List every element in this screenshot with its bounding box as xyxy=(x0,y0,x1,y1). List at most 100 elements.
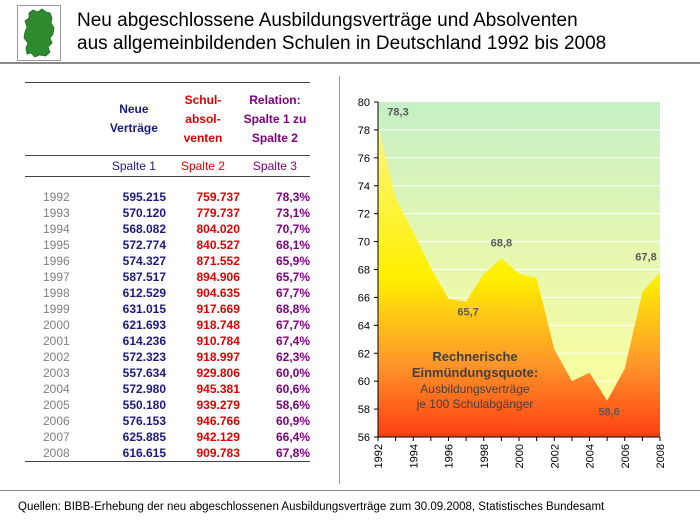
cell-relation: 62,3% xyxy=(275,350,310,364)
note-title-line: Rechnerische xyxy=(432,349,517,364)
cell-schulabsolventen: 918.748 xyxy=(196,318,240,332)
cell-year: 1999 xyxy=(43,302,70,316)
cell-relation: 67,7% xyxy=(275,286,310,300)
y-tick-label: 62 xyxy=(358,348,370,360)
cell-year: 1992 xyxy=(43,190,70,204)
y-tick-label: 66 xyxy=(358,292,370,304)
table-row: 2001 614.236 910.784 67,4% xyxy=(25,333,310,349)
cell-relation: 67,4% xyxy=(275,334,310,348)
note-title-line: Einmündungsquote: xyxy=(412,365,538,380)
cell-neue-vertraege: 574.327 xyxy=(122,254,167,268)
cell-neue-vertraege: 572.980 xyxy=(122,382,167,396)
cell-relation: 67,7% xyxy=(275,318,310,332)
bottom-divider xyxy=(0,490,700,491)
x-tick-label: 2002 xyxy=(549,444,561,468)
cell-year: 2002 xyxy=(43,350,70,364)
cell-schulabsolventen: 946.766 xyxy=(196,414,240,428)
cell-relation: 70,7% xyxy=(275,222,310,236)
cell-schulabsolventen: 910.784 xyxy=(196,334,240,348)
table-row: 1994 568.082 804.020 70,7% xyxy=(25,221,310,237)
x-tick-label: 1992 xyxy=(373,444,385,468)
data-label: 65,7 xyxy=(457,307,478,319)
cell-neue-vertraege: 595.215 xyxy=(122,190,167,204)
cell-year: 2000 xyxy=(43,318,70,332)
table-row: 2003 557.634 929.806 60,0% xyxy=(25,365,310,381)
cell-year: 2004 xyxy=(43,382,70,396)
table-spacer xyxy=(25,177,310,190)
y-tick-label: 58 xyxy=(358,404,370,416)
x-tick-label: 2008 xyxy=(655,444,667,468)
note-text-line: je 100 Schulabgänger xyxy=(416,397,534,411)
cell-year: 1996 xyxy=(43,254,70,268)
table-row: 1995 572.774 840.527 68,1% xyxy=(25,237,310,253)
cell-relation: 78,3% xyxy=(275,190,310,204)
cell-relation: 68,1% xyxy=(275,238,310,252)
cell-schulabsolventen: 945.381 xyxy=(196,382,240,396)
vertical-divider xyxy=(339,76,340,484)
title-line-1: Neu abgeschlossene Ausbildungsverträge u… xyxy=(77,10,578,31)
table-row: 1996 574.327 871.552 65,9% xyxy=(25,253,310,269)
x-tick-label: 2006 xyxy=(620,444,632,468)
cell-neue-vertraege: 572.323 xyxy=(122,350,167,364)
cell-relation: 73,1% xyxy=(275,206,310,220)
table-row: 1998 612.529 904.635 67,7% xyxy=(25,285,310,301)
table-row: 1999 631.015 917.669 68,8% xyxy=(25,301,310,317)
cell-schulabsolventen: 917.669 xyxy=(196,302,240,316)
cell-schulabsolventen: 909.783 xyxy=(166,445,240,462)
source-footer: Quellen: BIBB-Erhebung der neu abgeschlo… xyxy=(18,501,605,513)
cell-neue-vertraege: 612.529 xyxy=(122,286,167,300)
x-tick-label: 1996 xyxy=(444,444,456,468)
cell-relation: 66,4% xyxy=(275,430,310,444)
table-row: 1997 587.517 894.906 65,7% xyxy=(25,269,310,285)
table-row: 1993 570.120 779.737 73,1% xyxy=(25,205,310,221)
cell-year: 2006 xyxy=(43,414,70,428)
table-row: 2002 572.323 918.997 62,3% xyxy=(25,349,310,365)
subheader-spalte-2: Spalte 2 xyxy=(166,155,240,177)
data-label: 58,6 xyxy=(598,407,619,419)
cell-schulabsolventen: 759.737 xyxy=(196,190,240,204)
cell-schulabsolventen: 918.997 xyxy=(196,350,240,364)
page-title: Neu abgeschlossene Ausbildungsverträge u… xyxy=(77,9,692,55)
cell-schulabsolventen: 871.552 xyxy=(196,254,240,268)
cell-relation: 60,6% xyxy=(275,382,310,396)
table-row: 1992 595.215 759.737 78,3% xyxy=(25,189,310,205)
cell-schulabsolventen: 904.635 xyxy=(196,286,240,300)
header-line: venten xyxy=(183,130,223,145)
table-row: 2008 616.615 909.783 67,8% xyxy=(25,445,310,462)
cell-year: 1998 xyxy=(43,286,70,300)
cell-year: 1997 xyxy=(43,270,70,284)
x-tick-label: 2000 xyxy=(514,444,526,468)
table-row: 2000 621.693 918.748 67,7% xyxy=(25,317,310,333)
cell-schulabsolventen: 942.129 xyxy=(196,430,240,444)
table-row: 2004 572.980 945.381 60,6% xyxy=(25,381,310,397)
cell-schulabsolventen: 929.806 xyxy=(196,366,240,380)
data-label: 67,8 xyxy=(635,251,656,263)
header-line: Verträge xyxy=(109,121,158,135)
y-tick-label: 64 xyxy=(358,320,370,332)
y-tick-label: 56 xyxy=(358,432,370,444)
top-divider xyxy=(0,62,700,64)
table-header-row: Neue Verträge Schul- absol- venten Relat… xyxy=(25,82,310,156)
cell-year: 2003 xyxy=(43,366,70,380)
y-tick-label: 70 xyxy=(358,237,370,249)
table-body: 1992 595.215 759.737 78,3% 1993 570.120 779.73… xyxy=(25,189,310,462)
cell-year: 1994 xyxy=(43,222,70,236)
cell-neue-vertraege: 616.615 xyxy=(101,445,167,462)
cell-relation: 67,8% xyxy=(239,445,310,462)
cell-neue-vertraege: 550.180 xyxy=(122,398,167,412)
cell-relation: 65,9% xyxy=(275,254,310,268)
table-row: 2005 550.180 939.279 58,6% xyxy=(25,397,310,413)
subheader-empty xyxy=(25,155,102,177)
header-line: absol- xyxy=(185,111,221,126)
cell-relation: 68,8% xyxy=(275,302,310,316)
cell-year: 1993 xyxy=(43,206,70,220)
cell-neue-vertraege: 576.153 xyxy=(122,414,167,428)
note-text-line: Ausbildungsverträge xyxy=(420,382,530,396)
cell-schulabsolventen: 894.906 xyxy=(196,270,240,284)
cell-neue-vertraege: 557.634 xyxy=(122,366,167,380)
cell-schulabsolventen: 779.737 xyxy=(196,206,240,220)
y-tick-label: 60 xyxy=(358,376,370,388)
cell-neue-vertraege: 625.885 xyxy=(122,430,167,444)
cell-relation: 65,7% xyxy=(275,270,310,284)
cell-neue-vertraege: 568.082 xyxy=(122,222,167,236)
